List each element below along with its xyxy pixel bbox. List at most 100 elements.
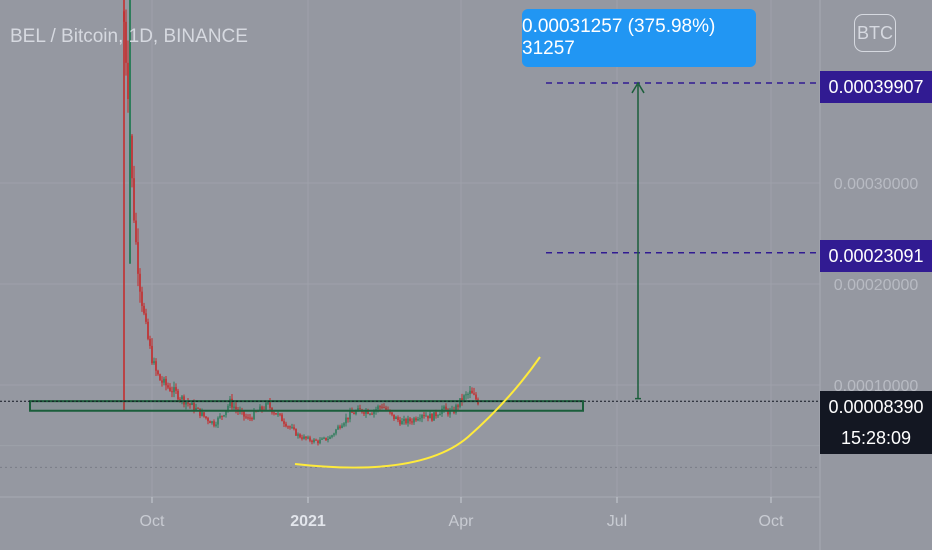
candle-body bbox=[179, 399, 181, 401]
candle-body bbox=[339, 426, 341, 428]
candle-body bbox=[187, 402, 189, 404]
x-tick-label: Jul bbox=[607, 513, 627, 530]
candle-body bbox=[165, 378, 167, 386]
candle-body bbox=[131, 135, 133, 179]
candle-body bbox=[471, 390, 473, 394]
candle-body bbox=[225, 410, 227, 416]
candle-body bbox=[447, 409, 449, 415]
x-tick-label: Oct bbox=[140, 513, 165, 530]
candle-body bbox=[211, 421, 213, 424]
candle-body bbox=[275, 413, 277, 415]
rounding-bottom-curve bbox=[294, 356, 541, 469]
candle-body bbox=[409, 418, 411, 422]
candle-body bbox=[439, 413, 441, 416]
candle-body bbox=[467, 394, 469, 396]
candle-body bbox=[149, 338, 151, 346]
candle-body bbox=[233, 406, 235, 408]
candle-body bbox=[207, 418, 209, 422]
candle-body bbox=[133, 178, 135, 221]
candle-body bbox=[273, 412, 275, 414]
candle-body bbox=[205, 416, 207, 419]
candle-body bbox=[175, 387, 177, 391]
candle-body bbox=[181, 396, 183, 400]
candle-body bbox=[329, 436, 331, 439]
candle-body bbox=[221, 415, 223, 417]
candle-body bbox=[167, 385, 169, 388]
candle-body bbox=[455, 405, 457, 413]
currency-badge[interactable]: BTC bbox=[854, 14, 896, 52]
candle-body bbox=[369, 413, 371, 415]
candle-body bbox=[301, 437, 303, 439]
price-tag-current: 0.00008390 bbox=[820, 391, 932, 423]
candle-body bbox=[261, 406, 263, 410]
candle-body bbox=[153, 361, 155, 364]
measure-label: 0.00031257 (375.98%) 31257 bbox=[522, 9, 756, 67]
candle-body bbox=[143, 305, 145, 314]
candle-body bbox=[363, 412, 365, 414]
candle-body bbox=[459, 398, 461, 407]
candle-body bbox=[465, 394, 467, 396]
candle-body bbox=[315, 439, 317, 441]
candle-body bbox=[435, 412, 437, 417]
candle-body bbox=[385, 407, 387, 410]
candle-body bbox=[171, 391, 173, 393]
candle-body bbox=[365, 410, 367, 414]
candle-body bbox=[247, 417, 249, 419]
candle-body bbox=[277, 413, 279, 415]
candle-body bbox=[227, 405, 229, 411]
candle-body bbox=[449, 410, 451, 415]
x-tick-label: Oct bbox=[759, 513, 784, 530]
candle-body bbox=[213, 421, 215, 426]
candle-body bbox=[177, 390, 179, 400]
candle-body bbox=[427, 415, 429, 419]
candle-body bbox=[345, 417, 347, 424]
candle-body bbox=[147, 321, 149, 339]
candle-body bbox=[259, 406, 261, 412]
candle-body bbox=[235, 406, 237, 410]
candle-body bbox=[397, 417, 399, 420]
candle-body bbox=[323, 437, 325, 439]
candle-body bbox=[219, 415, 221, 418]
candle-body bbox=[223, 415, 225, 417]
candle-body bbox=[201, 412, 203, 416]
candle-body bbox=[319, 439, 321, 444]
candle-body bbox=[327, 438, 329, 441]
candle-body bbox=[217, 417, 219, 425]
candle-body bbox=[463, 395, 465, 401]
candle-body bbox=[137, 242, 139, 274]
candle-body bbox=[125, 21, 127, 63]
symbol-title[interactable]: BEL / Bitcoin, 1D, BINANCE bbox=[10, 26, 248, 47]
candle-body bbox=[297, 434, 299, 436]
candle-body bbox=[189, 403, 191, 405]
candle-body bbox=[267, 402, 269, 404]
candle-body bbox=[195, 407, 197, 411]
x-tick-label: 2021 bbox=[290, 513, 326, 530]
candles bbox=[123, 0, 479, 446]
candle-body bbox=[279, 413, 281, 415]
candle-body bbox=[309, 437, 311, 441]
candle-body bbox=[185, 402, 187, 405]
candle-body bbox=[405, 418, 407, 424]
candle-body bbox=[141, 291, 143, 306]
countdown-timer: 15:28:09 bbox=[820, 422, 932, 454]
candle-body bbox=[139, 273, 141, 292]
candle-body bbox=[293, 427, 295, 430]
candle-body bbox=[169, 387, 171, 392]
candle-body bbox=[161, 380, 163, 383]
candle-body bbox=[151, 345, 153, 364]
grid bbox=[0, 0, 820, 497]
drawings[interactable] bbox=[0, 81, 820, 469]
candle-body bbox=[357, 408, 359, 412]
candle-body bbox=[381, 406, 383, 408]
candle-body bbox=[321, 438, 323, 440]
candle-body bbox=[419, 418, 421, 420]
candle-body bbox=[399, 419, 401, 425]
candle-body bbox=[391, 412, 393, 415]
candle-body bbox=[333, 433, 335, 436]
candle-body bbox=[437, 415, 439, 417]
candle-body bbox=[193, 402, 195, 411]
candle-body bbox=[197, 407, 199, 409]
candle-body bbox=[215, 424, 217, 426]
